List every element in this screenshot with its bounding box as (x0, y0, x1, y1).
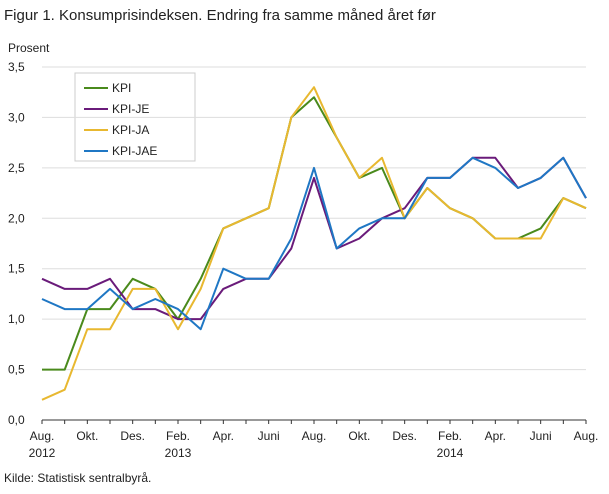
y-tick-label: 0,0 (8, 413, 25, 427)
series-line (41, 86, 587, 401)
series-line (41, 156, 587, 331)
x-tick-label: Aug. 2012 (29, 429, 56, 460)
x-tick-label: Juni (258, 429, 280, 443)
legend-label: KPI-JE (112, 102, 149, 116)
y-tick-label: 1,0 (8, 312, 25, 326)
x-tick-label: Des. (120, 429, 145, 443)
chart-title: Figur 1. Konsumprisindeksen. Endring fra… (4, 7, 436, 24)
y-tick-label: 0,5 (8, 363, 25, 377)
legend-label: KPI-JAE (112, 144, 157, 158)
x-tick-label: Apr. (213, 429, 234, 443)
legend-label: KPI-JA (112, 123, 149, 137)
y-tick-label: 3,0 (8, 110, 25, 124)
y-tick-label: 2,0 (8, 211, 25, 225)
x-tick-label: Okt. (76, 429, 98, 443)
x-tick-label: Juni (530, 429, 552, 443)
x-tick-label: Okt. (348, 429, 370, 443)
source: Kilde: Statistisk sentralbyrå. (4, 471, 151, 485)
y-tick-label: 3,5 (8, 60, 25, 74)
x-tick-label: Aug. (574, 429, 599, 443)
y-tick-label: 1,5 (8, 262, 25, 276)
x-tick-label: Feb. 2013 (165, 429, 192, 460)
legend-label: KPI (112, 81, 131, 95)
y-axis-label: Prosent (8, 41, 50, 55)
x-tick-label: Feb. 2014 (437, 429, 464, 460)
x-tick-label: Aug. (302, 429, 327, 443)
y-tick-label: 2,5 (8, 161, 25, 175)
x-tick-label: Apr. (485, 429, 506, 443)
x-tick-label: Des. (392, 429, 417, 443)
